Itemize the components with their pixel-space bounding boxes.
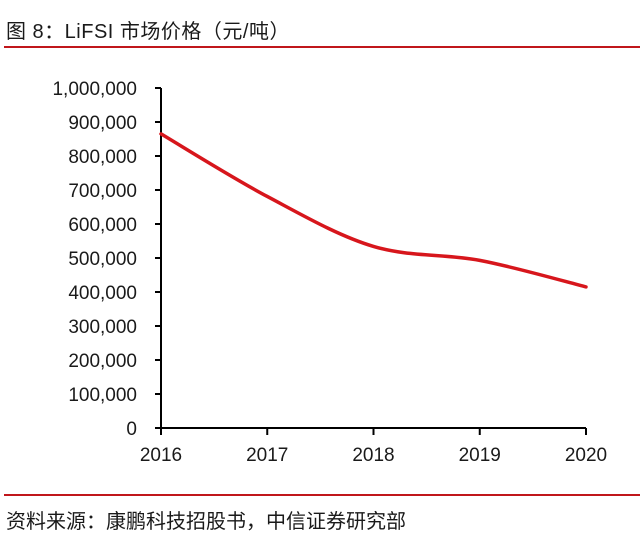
- y-tick-label: 300,000: [68, 317, 137, 338]
- y-tick-label: 700,000: [68, 181, 137, 202]
- y-tick-label: 600,000: [68, 215, 137, 236]
- title-divider: [4, 46, 640, 48]
- price-line: [159, 132, 588, 289]
- y-tick-label: 1,000,000: [52, 79, 137, 100]
- y-tick-label: 500,000: [68, 249, 137, 270]
- x-tick-label: 2019: [459, 445, 501, 466]
- y-tick-label: 100,000: [68, 385, 137, 406]
- source-note: 资料来源：康鹏科技招股书，中信证券研究部: [6, 511, 406, 533]
- y-tick-label: 900,000: [68, 113, 137, 134]
- x-tick-label: 2016: [140, 445, 182, 466]
- y-tick-label: 200,000: [68, 351, 137, 372]
- y-tick-label: 400,000: [68, 283, 137, 304]
- source-divider: [4, 494, 640, 496]
- x-tick-label: 2020: [565, 445, 607, 466]
- figure-title: 图 8：LiFSI 市场价格（元/吨）: [6, 21, 290, 43]
- x-tick-label: 2017: [246, 445, 288, 466]
- y-tick-label: 0: [126, 419, 137, 440]
- x-tick-label: 2018: [352, 445, 394, 466]
- y-tick-label: 800,000: [68, 147, 137, 168]
